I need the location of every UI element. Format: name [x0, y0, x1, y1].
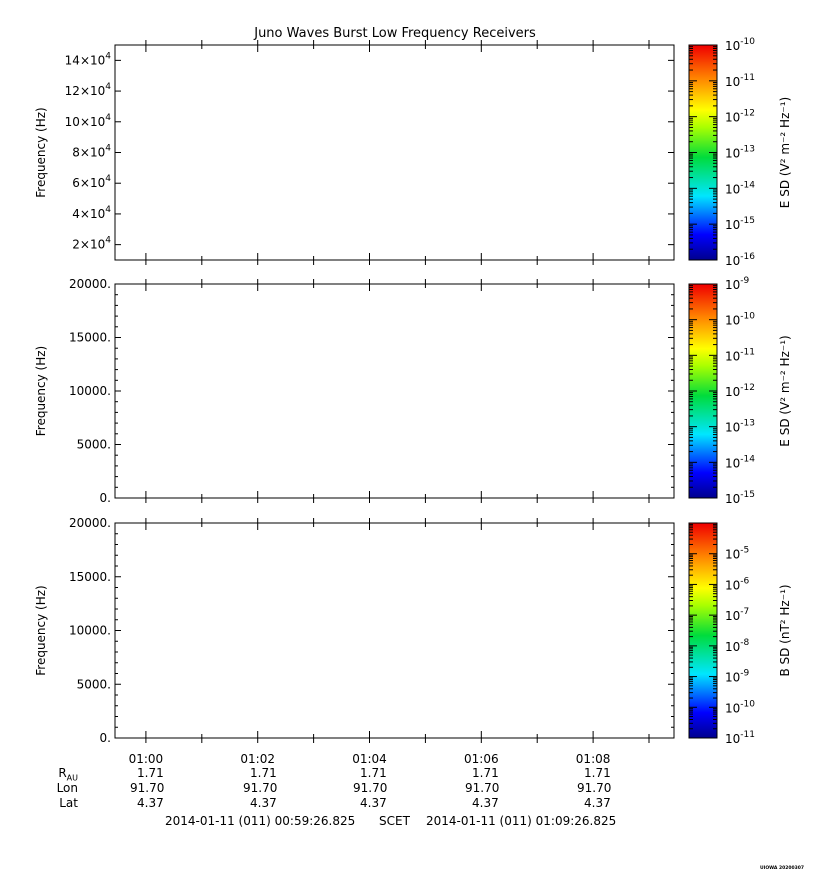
ephemeris-lon-value: 91.70	[465, 781, 500, 795]
colorbar: 10-16 10-15 10-14 10-13 10-12 10-11 10-10 E SD …	[688, 37, 792, 268]
spectrogram-burst-2	[565, 45, 567, 260]
ephemeris-lat-value: 4.37	[137, 796, 164, 810]
colorbar-tick-label: 10-12	[725, 383, 755, 399]
colorbar-tick-label: 10-14	[725, 454, 755, 470]
x-tick-label: 01:04	[352, 752, 387, 766]
colorbar-tick-label: 10-7	[725, 607, 749, 623]
x-tick-label: 01:08	[576, 752, 611, 766]
y-tick-label: 2×104	[72, 236, 111, 252]
y-tick-label: 0.	[100, 491, 111, 505]
panel-1: 2×104 4×104 6×104 8×104 10×104 12×104 14×104 Fr…	[34, 37, 792, 268]
uiowa-stamp: UIOWA 20200307	[760, 866, 805, 871]
y-axis: 2×104 4×104 6×104 8×104 10×104 12×104 14×104	[65, 51, 674, 252]
plot-frame	[114, 283, 675, 499]
end-time-label: 2014-01-11 (011) 01:09:26.825	[426, 814, 617, 828]
ephemeris-lat-value: 4.37	[472, 796, 499, 810]
colorbar-tick-label: 10-11	[725, 347, 755, 363]
colorbar-tick-label: 10-8	[725, 638, 750, 654]
y-tick-label: 20000.	[69, 516, 111, 530]
y-tick-label: 10×104	[65, 113, 112, 129]
colorbar-tick-label: 10-16	[725, 252, 755, 268]
y-tick-label: 12×104	[65, 82, 112, 98]
ephemeris-lon-value: 91.70	[130, 781, 165, 795]
y-axis-label: Frequency (Hz)	[34, 346, 48, 437]
start-time-label: 2014-01-11 (011) 00:59:26.825	[165, 814, 356, 828]
colorbar-tick-label: 10-5	[725, 546, 749, 562]
colorbar-tick-label: 10-6	[725, 576, 750, 592]
ephemeris-r-value: 1.71	[360, 766, 387, 780]
y-tick-label: 4×104	[72, 205, 111, 221]
colorbar-tick-label: 10-10	[725, 699, 755, 715]
colorbar-tick-label: 10-15	[725, 490, 755, 506]
y-tick-label: 5000.	[77, 438, 111, 452]
colorbar-tick-label: 10-9	[725, 276, 750, 292]
colorbar-label: E SD (V² m⁻² Hz⁻¹)	[778, 97, 792, 208]
ephemeris-r-value: 1.71	[250, 766, 277, 780]
y-tick-label: 10000.	[69, 384, 111, 398]
ephemeris-label-lat: Lat	[59, 796, 78, 810]
y-axis-label: Frequency (Hz)	[34, 107, 48, 198]
colorbar-tick-label: 10-11	[725, 730, 755, 746]
ephemeris-lat-value: 4.37	[250, 796, 277, 810]
y-tick-label: 10000.	[69, 624, 111, 638]
y-tick-label: 6×104	[72, 174, 111, 190]
colorbar-tick-label: 10-11	[725, 73, 755, 89]
ephemeris-lon-value: 91.70	[577, 781, 612, 795]
x-tick-label: 01:02	[240, 752, 275, 766]
panel-3: 0. 5000. 10000. 15000. 20000. Frequency (Hz) 1…	[34, 516, 792, 746]
ephemeris-r-value: 1.71	[137, 766, 164, 780]
ephemeris-lon-value: 91.70	[243, 781, 278, 795]
ephemeris-lat-value: 4.37	[360, 796, 387, 810]
colorbar-tick-label: 10-13	[725, 145, 755, 161]
plot-frame	[114, 522, 675, 739]
ephemeris-label-lon: Lon	[56, 781, 78, 795]
x-tick-label: 01:00	[129, 752, 164, 766]
colorbar-label: B SD (nT² Hz⁻¹)	[778, 584, 792, 676]
scet-label: SCET	[379, 814, 410, 828]
y-tick-label: 5000.	[77, 677, 111, 691]
x-axis-labels: 01:00 01:02 01:04 01:06 01:08	[129, 752, 611, 766]
colorbar-frame	[688, 522, 718, 739]
ephemeris-r-value: 1.71	[584, 766, 611, 780]
colorbar: 10-15 10-14 10-13 10-12 10-11 10-10 10-9 E SD (…	[688, 276, 792, 506]
ephemeris-lat-value: 4.37	[584, 796, 611, 810]
panel-2: 0. 5000. 10000. 15000. 20000. Frequency (Hz) 1…	[34, 276, 792, 506]
colorbar-tick-label: 10-9	[725, 669, 750, 685]
y-tick-label: 8×104	[72, 144, 111, 160]
x-axis-ticks	[145, 518, 650, 743]
y-tick-label: 15000.	[69, 570, 111, 584]
x-tick-label: 01:06	[464, 752, 499, 766]
y-axis: 0. 5000. 10000. 15000. 20000.	[69, 516, 674, 745]
x-axis-ticks	[145, 40, 650, 265]
data-gap	[565, 45, 567, 260]
chart-title: Juno Waves Burst Low Frequency Receivers	[253, 26, 536, 41]
colorbar-label: E SD (V² m⁻² Hz⁻¹)	[778, 335, 792, 446]
y-axis-label: Frequency (Hz)	[34, 585, 48, 676]
colorbar-tick-label: 10-12	[725, 109, 755, 125]
y-tick-label: 20000.	[69, 277, 111, 291]
y-axis: 0. 5000. 10000. 15000. 20000.	[69, 277, 674, 505]
ephemeris-r-value: 1.71	[472, 766, 499, 780]
y-tick-label: 14×104	[65, 51, 112, 67]
ephemeris-label-r: RAU	[58, 766, 78, 783]
ephemeris-lon-value: 91.70	[353, 781, 388, 795]
colorbar-tick-label: 10-13	[725, 419, 755, 435]
colorbar-tick-label: 10-14	[725, 180, 755, 196]
colorbar: 10-11 10-10 10-9 10-8 10-7 10-6 10-5 B SD (nT² …	[688, 522, 792, 746]
colorbar-tick-label: 10-10	[725, 312, 755, 328]
plot-frame	[114, 44, 675, 261]
x-axis-ticks	[145, 279, 650, 503]
y-tick-label: 15000.	[69, 331, 111, 345]
y-tick-label: 0.	[100, 731, 111, 745]
colorbar-tick-label: 10-15	[725, 216, 755, 232]
colorbar-tick-label: 10-10	[725, 37, 755, 53]
